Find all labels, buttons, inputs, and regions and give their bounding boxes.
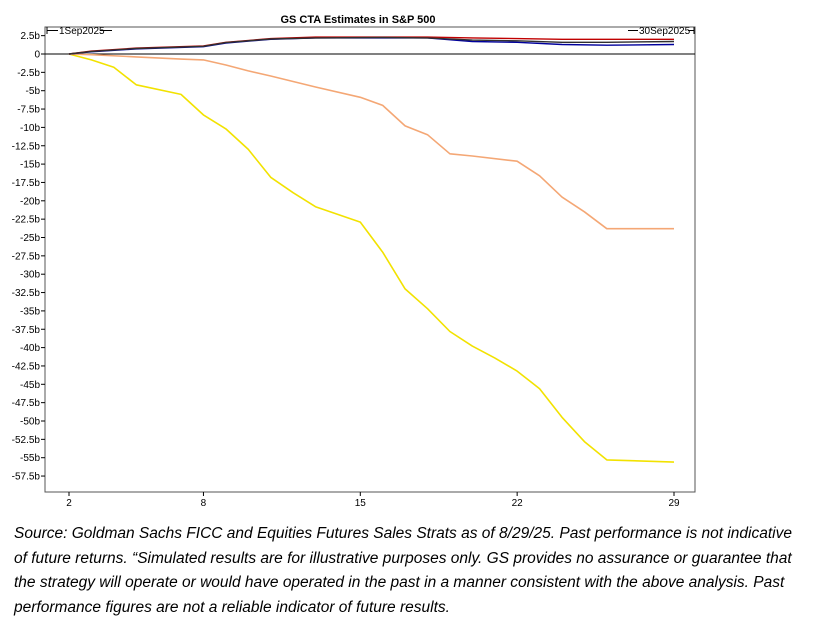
- series-line-1: [68, 53, 675, 463]
- x-tick-label: 29: [668, 498, 680, 509]
- y-tick-label: -32.5b: [12, 288, 41, 299]
- start-date-marker: 1Sep2025: [46, 26, 112, 37]
- end-date-label: 30Sep2025: [639, 26, 691, 37]
- y-tick-label: 0: [34, 50, 40, 61]
- y-tick-label: -52.5b: [12, 435, 41, 446]
- y-tick-label: -57.5b: [12, 472, 41, 483]
- y-tick-label: -45b: [20, 380, 40, 391]
- x-tick-label: 8: [201, 498, 207, 509]
- y-tick-label: -22.5b: [12, 215, 41, 226]
- series-line-2: [68, 53, 674, 230]
- x-tick-label: 22: [512, 498, 524, 509]
- y-tick-label: -35b: [20, 306, 40, 317]
- y-tick-label: -17.5b: [12, 178, 41, 189]
- y-tick-label: -40b: [20, 343, 40, 354]
- y-tick-label: 2.5b: [21, 31, 41, 42]
- y-tick-label: -12.5b: [12, 141, 41, 152]
- y-tick-label: -20b: [20, 196, 40, 207]
- y-tick-label: -47.5b: [12, 398, 41, 409]
- plot-frame: [44, 26, 696, 493]
- y-axis: 2.5b 0 -2.5b -5b -7.5b -10b -12.5b -15b -17.5b -2…: [12, 31, 45, 483]
- series-line-5: [68, 36, 675, 55]
- chart-title: GS CTA Estimates in S&P 500: [280, 14, 435, 26]
- y-tick-label: -50b: [20, 417, 40, 428]
- source-caption: Source: Goldman Sachs FICC and Equities …: [14, 525, 792, 616]
- y-tick-label: -7.5b: [17, 105, 40, 116]
- y-tick-label: -15b: [20, 160, 40, 171]
- end-date-marker: 30Sep2025: [628, 26, 695, 37]
- x-tick-label: 2: [66, 498, 72, 509]
- y-tick-label: -27.5b: [12, 251, 41, 262]
- y-tick-label: -2.5b: [17, 68, 40, 79]
- y-tick-label: -42.5b: [12, 361, 41, 372]
- y-tick-label: -5b: [26, 86, 41, 97]
- y-tick-label: -37.5b: [12, 325, 41, 336]
- series-lines: [68, 36, 675, 463]
- y-tick-label: -25b: [20, 233, 40, 244]
- y-tick-label: -55b: [20, 453, 40, 464]
- x-tick-label: 15: [355, 498, 367, 509]
- y-tick-label: -10b: [20, 123, 40, 134]
- start-date-label: 1Sep2025: [59, 26, 105, 37]
- y-tick-label: -30b: [20, 270, 40, 281]
- x-axis: 2 8 15 22 29: [66, 492, 680, 509]
- cta-chart: GS CTA Estimates in S&P 500 1Sep2025 30S…: [12, 14, 696, 509]
